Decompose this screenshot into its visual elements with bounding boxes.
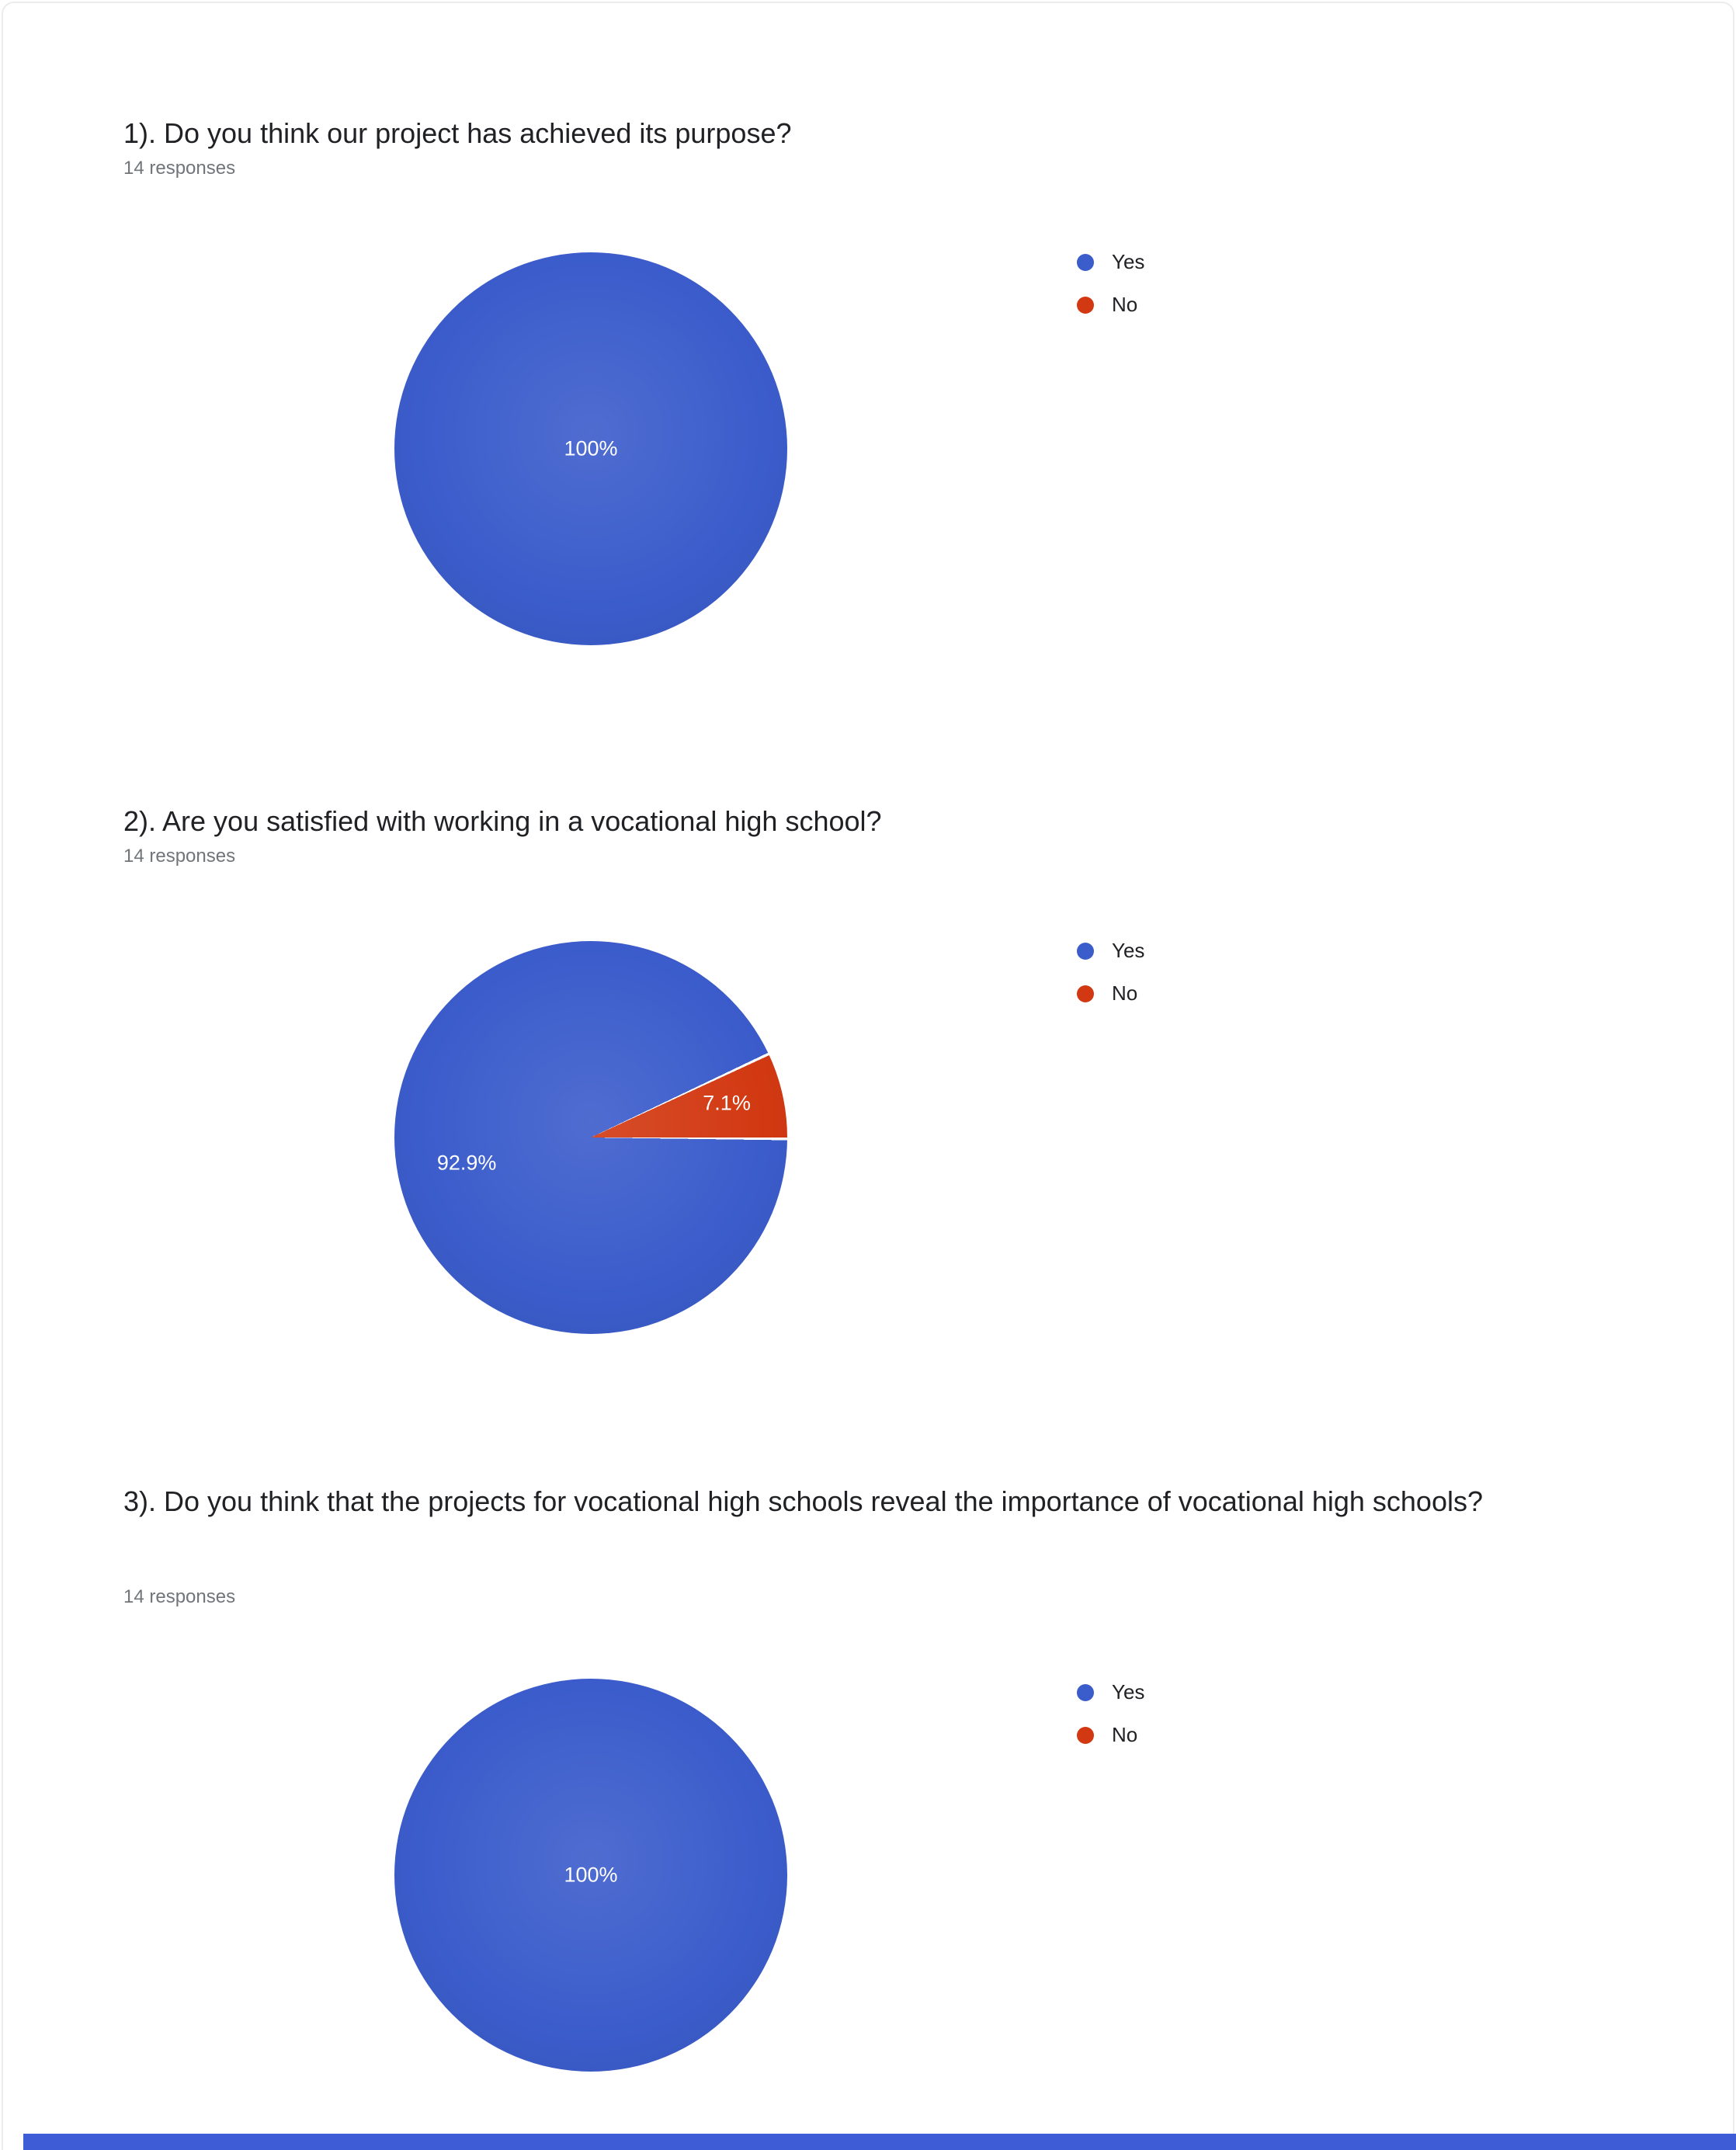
legend-swatch-no-icon — [1077, 296, 1094, 314]
chart-legend: Yes No — [1077, 1680, 1144, 1766]
slice-label-yes: 100% — [564, 1863, 618, 1887]
legend-label-yes: Yes — [1112, 1680, 1145, 1704]
legend-swatch-yes-icon — [1077, 942, 1094, 960]
legend-swatch-no-icon — [1077, 1726, 1094, 1744]
response-count: 14 responses — [123, 1586, 236, 1607]
legend-swatch-no-icon — [1077, 985, 1094, 1002]
legend-label-yes: Yes — [1112, 250, 1145, 273]
slice-label-yes: 100% — [564, 436, 618, 460]
legend-label-no: No — [1112, 981, 1138, 1005]
legend-label-yes: Yes — [1112, 939, 1145, 962]
pie-chart: 100% — [394, 252, 787, 645]
legend-item-no: No — [1077, 293, 1144, 317]
legend-swatch-yes-icon — [1077, 1683, 1094, 1701]
legend-item-no: No — [1077, 981, 1144, 1006]
legend-item-yes: Yes — [1077, 1680, 1144, 1704]
footer-accent-bar — [23, 2134, 1736, 2150]
response-count: 14 responses — [123, 158, 236, 179]
slice-label-no: 7.1% — [703, 1091, 751, 1115]
question-title: 3). Do you think that the projects for v… — [123, 1485, 1483, 1517]
legend-swatch-yes-icon — [1077, 253, 1094, 271]
question-title: 1). Do you think our project has achieve… — [123, 117, 792, 149]
legend-label-no: No — [1112, 293, 1138, 316]
pie-chart: 100% — [394, 1679, 787, 2072]
legend-item-yes: Yes — [1077, 939, 1144, 963]
slice-label-yes: 92.9% — [436, 1151, 497, 1175]
legend-item-no: No — [1077, 1723, 1144, 1747]
pie-chart: 92.9% 7.1% — [394, 941, 787, 1334]
response-count: 14 responses — [123, 846, 236, 867]
legend-item-yes: Yes — [1077, 250, 1144, 274]
legend-label-no: No — [1112, 1723, 1138, 1746]
question-title: 2). Are you satisfied with working in a … — [123, 805, 882, 837]
chart-legend: Yes No — [1077, 250, 1144, 335]
chart-legend: Yes No — [1077, 939, 1144, 1024]
